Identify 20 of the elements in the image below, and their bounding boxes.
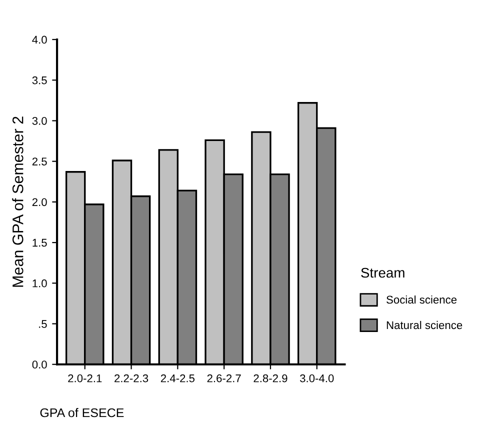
y-tick-label: 2.0	[32, 198, 47, 206]
y-tick-label: 3.0	[32, 116, 47, 125]
y-tick-label: 0.0	[32, 360, 47, 369]
x-tick-label: 2.0-2.1	[68, 374, 102, 382]
y-tick-label: 2.5	[32, 158, 47, 166]
y-tick-label: .5	[39, 320, 47, 328]
legend-label: Social science	[386, 295, 457, 304]
x-tick-label: 2.4-2.5	[160, 374, 195, 382]
legend-title: Stream	[361, 268, 404, 278]
x-tick-label: 2.2-2.3	[114, 374, 148, 382]
y-tick-label: 1.5	[32, 238, 47, 247]
x-tick-label: 2.6-2.7	[207, 374, 241, 382]
x-tick-label: 2.8-2.9	[254, 374, 288, 382]
y-tick-label: 4.0	[32, 36, 47, 44]
y-axis-title: Mean GPA of Semester 2	[12, 116, 24, 287]
legend-label: Natural science	[386, 320, 462, 330]
x-tick-label: 3.0-4.0	[300, 374, 334, 382]
y-tick-label: 1.0	[32, 279, 47, 288]
y-tick-label: 3.5	[32, 76, 47, 84]
x-axis-title: GPA of ESECE	[40, 408, 124, 418]
